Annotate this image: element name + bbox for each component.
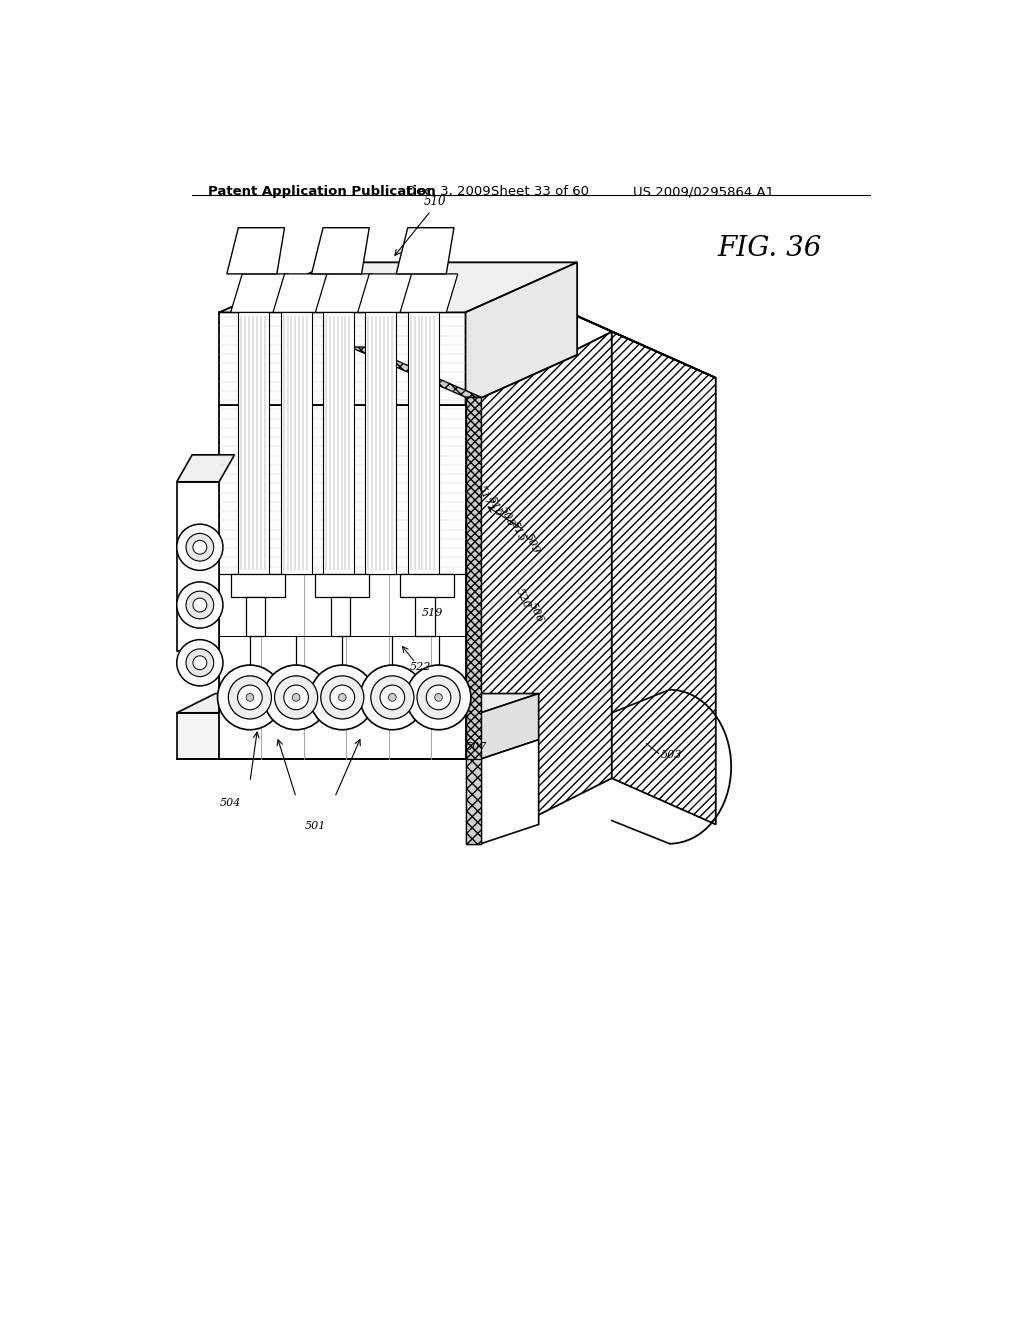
Text: 519: 519: [422, 607, 443, 618]
Polygon shape: [177, 713, 481, 759]
Polygon shape: [481, 693, 539, 759]
Polygon shape: [466, 397, 481, 843]
Circle shape: [217, 665, 283, 730]
Text: 516: 516: [486, 495, 505, 519]
Polygon shape: [611, 331, 716, 825]
Circle shape: [321, 676, 364, 719]
Text: 507: 507: [466, 742, 486, 752]
Polygon shape: [416, 598, 435, 636]
Circle shape: [186, 591, 214, 619]
Polygon shape: [400, 574, 454, 598]
Circle shape: [339, 693, 346, 701]
Polygon shape: [366, 281, 611, 397]
Polygon shape: [281, 313, 311, 574]
Text: 508: 508: [498, 504, 516, 528]
Text: FIG. 36: FIG. 36: [717, 235, 821, 263]
Polygon shape: [323, 313, 354, 574]
Circle shape: [284, 685, 308, 710]
Circle shape: [388, 693, 396, 701]
Circle shape: [193, 540, 207, 554]
Circle shape: [292, 693, 300, 701]
Polygon shape: [331, 598, 350, 636]
Circle shape: [407, 665, 471, 730]
Text: 510: 510: [424, 195, 446, 209]
Text: 501: 501: [305, 821, 326, 830]
Text: 509: 509: [523, 532, 542, 556]
Text: US 2009/0295864 A1: US 2009/0295864 A1: [633, 185, 774, 198]
Polygon shape: [366, 313, 396, 574]
Circle shape: [330, 685, 354, 710]
Circle shape: [238, 685, 262, 710]
Polygon shape: [177, 693, 539, 713]
Polygon shape: [177, 482, 219, 651]
Circle shape: [371, 676, 414, 719]
Circle shape: [426, 685, 451, 710]
Polygon shape: [408, 313, 438, 574]
Text: 517: 517: [475, 484, 494, 507]
Circle shape: [186, 533, 214, 561]
Circle shape: [310, 665, 375, 730]
Polygon shape: [315, 275, 373, 313]
Text: 503: 503: [660, 750, 682, 760]
Circle shape: [193, 656, 207, 669]
Circle shape: [264, 665, 329, 730]
Polygon shape: [350, 347, 481, 397]
Polygon shape: [357, 275, 416, 313]
Circle shape: [435, 693, 442, 701]
Circle shape: [380, 685, 404, 710]
Text: 506: 506: [527, 601, 545, 624]
Text: 522: 522: [410, 661, 431, 672]
Polygon shape: [230, 275, 289, 313]
Text: 504: 504: [220, 797, 242, 808]
Text: 515: 515: [509, 520, 527, 544]
Polygon shape: [315, 574, 370, 598]
Text: Dec. 3, 2009: Dec. 3, 2009: [407, 185, 490, 198]
Text: Patent Application Publication: Patent Application Publication: [208, 185, 435, 198]
Circle shape: [246, 693, 254, 701]
Text: Sheet 33 of 60: Sheet 33 of 60: [490, 185, 589, 198]
Polygon shape: [219, 355, 578, 405]
Polygon shape: [311, 227, 370, 275]
Polygon shape: [239, 313, 269, 574]
Polygon shape: [219, 263, 578, 313]
Polygon shape: [246, 598, 265, 636]
Polygon shape: [396, 227, 454, 275]
Circle shape: [417, 676, 460, 719]
Circle shape: [186, 649, 214, 677]
Polygon shape: [273, 275, 331, 313]
Polygon shape: [219, 313, 466, 405]
Polygon shape: [500, 281, 716, 378]
Polygon shape: [177, 455, 234, 482]
Circle shape: [177, 582, 223, 628]
Circle shape: [274, 676, 317, 719]
Circle shape: [228, 676, 271, 719]
Polygon shape: [219, 405, 466, 759]
Polygon shape: [466, 759, 481, 843]
Text: 520: 520: [514, 587, 532, 611]
Polygon shape: [226, 227, 285, 275]
Circle shape: [177, 640, 223, 686]
Polygon shape: [481, 331, 611, 843]
Circle shape: [193, 598, 207, 612]
Polygon shape: [400, 275, 458, 313]
Circle shape: [177, 524, 223, 570]
Polygon shape: [230, 574, 285, 598]
Circle shape: [360, 665, 425, 730]
Polygon shape: [466, 263, 578, 405]
Polygon shape: [481, 739, 539, 843]
